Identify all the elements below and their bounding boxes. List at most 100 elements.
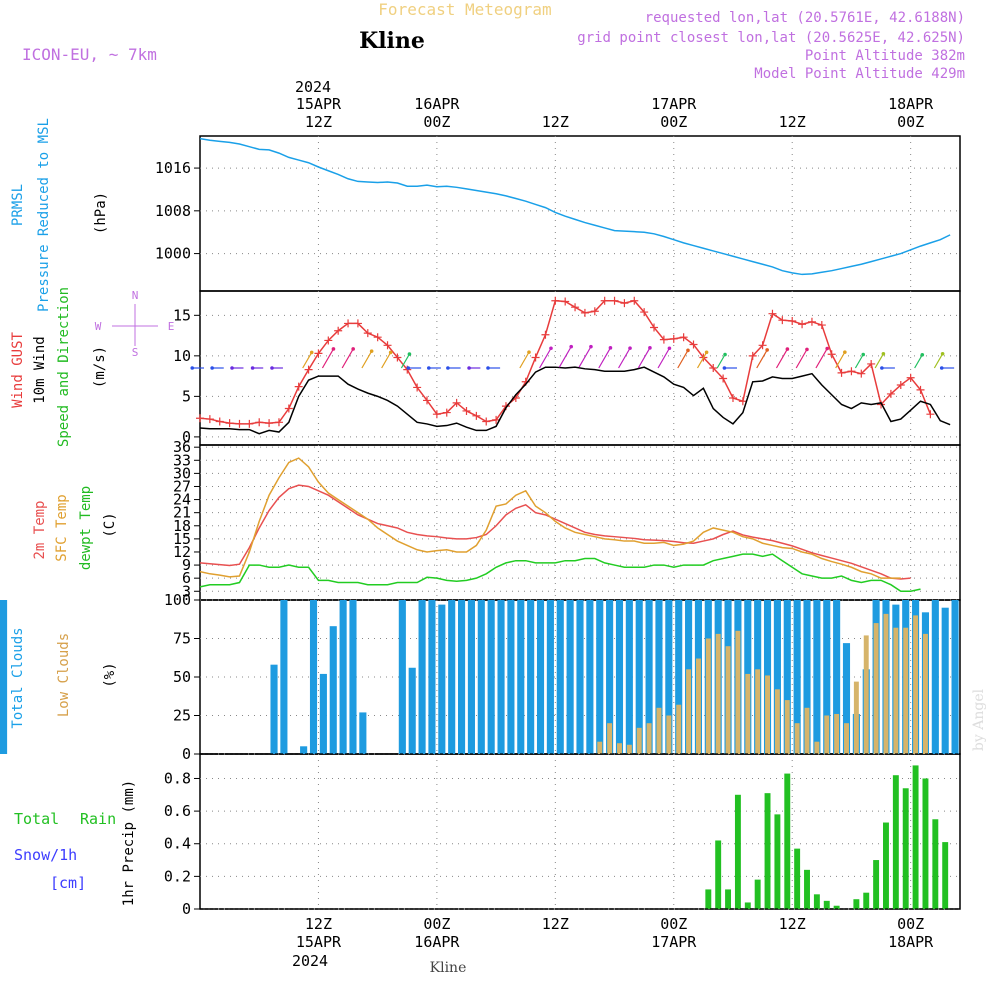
wind-arrow [598,347,611,369]
y-tick-label: 0 [182,428,191,446]
chart-title: Forecast Meteogram [378,0,551,19]
total-cloud-bar [497,600,505,754]
gust-marker [650,323,659,332]
total-cloud-bar [556,600,564,754]
gust-marker [344,319,353,328]
gust-marker [719,374,728,383]
rain-bar [863,892,870,909]
y-tick-label: 15 [173,530,191,548]
rain-bar [715,840,722,909]
y-tick-label: 25 [173,707,191,725]
y-tick-label: 27 [173,477,191,495]
wind-arrowhead [467,366,471,370]
gust-marker [561,297,570,306]
low-cloud-bar [715,633,721,754]
total-cloud-bar [931,600,939,754]
gust-marker [817,321,826,330]
wind-arrow [519,351,530,369]
low-cloud-bar [705,638,711,754]
wind-arrowhead [765,348,769,352]
rain-bar [774,814,781,909]
gust-marker [196,414,204,423]
wind-arrow [321,348,334,369]
low-cloud-bar [597,741,603,754]
gust-marker [294,382,303,391]
bottom-hour-label: 00Z [897,915,924,933]
wind-arrow [381,352,392,369]
wind-arrowhead [704,350,709,355]
wind-arrowhead [230,366,234,370]
prmsl-label: PRMSL [10,184,26,226]
wind-arrowhead [427,366,431,370]
bottom-hour-label: 00Z [423,915,450,933]
temp-unit-label: (C) [102,512,118,537]
wind-arrow [874,353,884,369]
wind-arrowhead [880,366,884,370]
wind-arrowhead [210,366,214,370]
wind-gust-line [199,299,932,425]
gust-marker [472,411,481,420]
rain-bar [883,822,889,909]
wind-arrowhead [407,352,412,356]
gust-marker [363,329,372,338]
total-cloud-bar [418,600,426,754]
rain-bar [932,819,939,909]
wind-arrowhead [608,346,613,350]
total-cloud-bar [951,600,959,754]
y-tick-label: 9 [182,556,191,574]
gust-marker [847,367,856,376]
gust-marker [669,334,678,343]
low-cloud-bar [834,713,840,754]
credit-label: by Angel [971,688,987,751]
total-cloud-bar [615,600,624,754]
wind-arrowhead [369,349,374,353]
wind-arrow [400,353,410,369]
low-cloud-bar [922,633,928,754]
low-cloud-bar [844,723,849,754]
gust-marker [926,410,935,419]
wind-arrow [696,351,708,369]
gust-marker [768,309,777,318]
total-clouds-label: Total Clouds [10,627,26,728]
rain-bar [764,793,771,909]
top-hour-label: 12Z [779,113,806,131]
top-date-label: 17APR [651,95,697,113]
wind-arrowhead [351,347,355,351]
y-tick-label: 15 [173,306,191,324]
compass-east: E [168,320,175,333]
wind-arrowhead [667,346,672,351]
low-cloud-bar [774,689,780,754]
top-year-label: 2024 [295,78,331,96]
gust-marker [432,410,441,419]
wind-arrow [756,349,768,369]
top-hour-label: 00Z [897,113,924,131]
y-tick-label: 6 [182,569,191,587]
low-cloud-bar [725,646,731,754]
low-cloud-bar [804,707,810,754]
top-date-label: 15APR [296,95,342,113]
total-cloud-bar [329,626,337,754]
total-cloud-bar [349,600,357,754]
gust-marker [274,418,283,427]
total-cloud-bar [941,607,949,754]
gust-marker [827,350,836,359]
gust-marker [886,389,895,398]
total-label: Total [14,810,59,828]
y-tick-label: 0 [182,745,191,763]
y-tick-label: 10 [173,347,191,365]
bottom-date-label: 17APR [651,933,697,951]
gust-marker [906,373,915,382]
wind-arrowhead [843,350,847,354]
bottom-date-label: 18APR [888,933,934,951]
total-cloud-bar [665,600,673,754]
wind-arrowhead [785,347,790,351]
gust-marker [807,317,816,326]
bottom-hour-label: 00Z [660,915,687,933]
station-name: Kline [359,28,425,54]
bottom-hour-label: 12Z [542,915,569,933]
gust-marker [738,397,747,406]
total-cloud-bar [448,600,456,754]
gust-marker [284,404,293,413]
gust-marker [580,308,589,317]
